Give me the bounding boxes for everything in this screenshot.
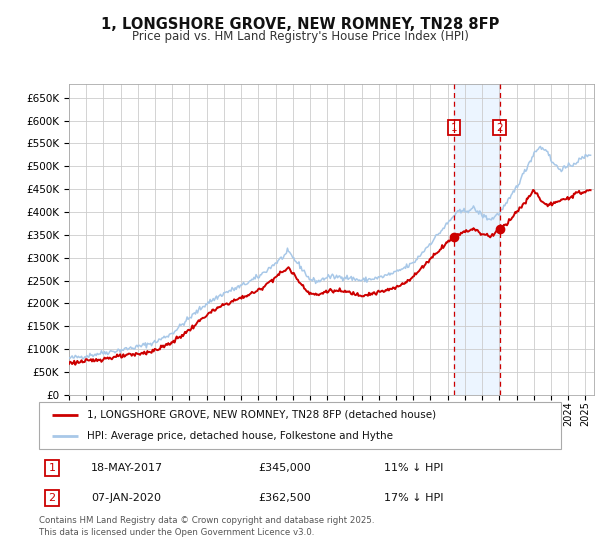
Text: 2: 2 — [49, 493, 56, 503]
Text: £362,500: £362,500 — [258, 493, 311, 503]
Text: 2: 2 — [496, 123, 503, 133]
Text: Price paid vs. HM Land Registry's House Price Index (HPI): Price paid vs. HM Land Registry's House … — [131, 30, 469, 43]
Text: 1, LONGSHORE GROVE, NEW ROMNEY, TN28 8FP: 1, LONGSHORE GROVE, NEW ROMNEY, TN28 8FP — [101, 17, 499, 32]
Text: 1: 1 — [49, 463, 56, 473]
Text: 07-JAN-2020: 07-JAN-2020 — [91, 493, 161, 503]
Text: Contains HM Land Registry data © Crown copyright and database right 2025.
This d: Contains HM Land Registry data © Crown c… — [39, 516, 374, 537]
Text: 17% ↓ HPI: 17% ↓ HPI — [383, 493, 443, 503]
Text: HPI: Average price, detached house, Folkestone and Hythe: HPI: Average price, detached house, Folk… — [87, 431, 393, 441]
Text: 18-MAY-2017: 18-MAY-2017 — [91, 463, 163, 473]
Text: 1: 1 — [451, 123, 458, 133]
Bar — [454, 84, 500, 395]
Text: £345,000: £345,000 — [258, 463, 311, 473]
FancyBboxPatch shape — [39, 402, 561, 449]
Text: 1, LONGSHORE GROVE, NEW ROMNEY, TN28 8FP (detached house): 1, LONGSHORE GROVE, NEW ROMNEY, TN28 8FP… — [87, 410, 436, 420]
Text: 11% ↓ HPI: 11% ↓ HPI — [383, 463, 443, 473]
